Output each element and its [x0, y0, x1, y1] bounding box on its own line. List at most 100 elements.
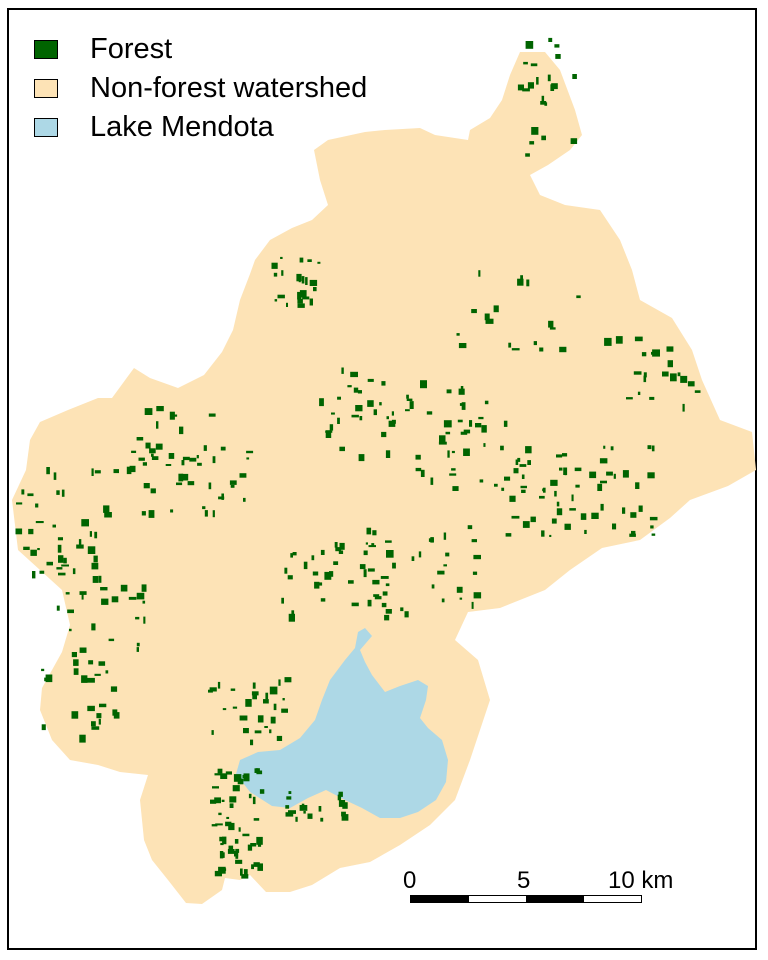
- forest-patch: [99, 703, 107, 708]
- forest-patch: [504, 476, 511, 481]
- forest-patch: [501, 487, 505, 491]
- forest-patch: [324, 571, 332, 580]
- forest-patch: [203, 445, 207, 451]
- forest-patch: [555, 54, 561, 59]
- forest-patch: [265, 692, 269, 700]
- forest-patch: [91, 721, 96, 727]
- forest-patch: [61, 489, 65, 497]
- forest-patch: [302, 296, 310, 300]
- forest-patch: [87, 677, 95, 683]
- forest-patch: [367, 599, 372, 607]
- forest-patch: [536, 77, 539, 85]
- forest-patch: [473, 592, 482, 599]
- forest-patch: [575, 484, 580, 488]
- forest-patch: [291, 610, 295, 616]
- forest-patch: [668, 361, 672, 366]
- forest-patch: [91, 726, 100, 730]
- forest-patch: [441, 598, 445, 603]
- forest-patch: [229, 480, 237, 485]
- forest-patch: [144, 408, 153, 415]
- forest-patch: [556, 508, 563, 516]
- forest-patch: [297, 303, 305, 308]
- forest-patch: [73, 668, 79, 675]
- forest-patch: [438, 441, 447, 445]
- forest-patch: [484, 313, 490, 321]
- legend-label-lake: Lake Mendota: [90, 111, 274, 143]
- forest-patch: [556, 501, 560, 507]
- forest-patch: [71, 711, 79, 719]
- forest-patch: [56, 605, 60, 611]
- forest-patch: [143, 616, 146, 624]
- forest-patch: [333, 561, 339, 565]
- forest-patch: [503, 420, 508, 427]
- forest-patch: [519, 464, 527, 467]
- forest-patch: [338, 550, 344, 554]
- forest-patch: [241, 874, 249, 879]
- forest-patch: [391, 411, 394, 416]
- forest-patch: [309, 279, 318, 286]
- forest-patch: [471, 309, 477, 314]
- forest-patch: [217, 768, 223, 774]
- forest-patch: [508, 342, 512, 348]
- forest-patch: [69, 628, 72, 632]
- forest-patch: [189, 457, 197, 462]
- forest-patch: [93, 555, 98, 563]
- forest-patch: [58, 555, 64, 563]
- forest-patch: [439, 435, 446, 443]
- forest-patch: [641, 352, 647, 357]
- forest-patch: [253, 818, 260, 821]
- forest-patch: [411, 556, 415, 561]
- forest-patch: [220, 842, 224, 846]
- forest-patch: [67, 609, 74, 614]
- forest-patch: [32, 571, 36, 579]
- forest-patch: [299, 805, 308, 811]
- forest-patch: [76, 544, 84, 549]
- forest-patch: [81, 593, 84, 600]
- legend-item-non-forest: Non-forest watershed: [34, 69, 367, 108]
- forest-patch: [406, 394, 409, 399]
- forest-patch: [643, 375, 647, 383]
- forest-patch: [30, 549, 37, 556]
- forest-patch: [136, 437, 144, 441]
- forest-patch: [520, 275, 523, 280]
- forest-patch: [494, 483, 498, 487]
- forest-patch: [335, 547, 342, 552]
- forest-patch: [46, 561, 53, 566]
- forest-patch: [572, 74, 577, 79]
- forest-patch: [367, 568, 375, 572]
- forest-patch: [168, 453, 175, 459]
- forest-patch: [637, 391, 641, 395]
- scale-label-0: 0: [403, 867, 417, 894]
- forest-patch: [286, 796, 292, 800]
- forest-patch: [303, 561, 308, 570]
- forest-patch: [338, 800, 346, 807]
- forest-patch: [523, 61, 528, 65]
- forest-patch: [41, 724, 46, 731]
- forest-patch: [626, 397, 633, 400]
- forest-patch: [437, 570, 445, 575]
- forest-patch: [288, 810, 296, 814]
- forest-patch: [105, 670, 109, 674]
- forest-patch: [460, 431, 468, 435]
- forest-patch: [257, 842, 262, 847]
- forest-patch: [264, 726, 268, 728]
- forest-patch: [449, 473, 457, 476]
- forest-patch: [288, 613, 295, 622]
- forest-patch: [72, 568, 76, 575]
- forest-patch: [550, 479, 558, 486]
- forest-patch: [35, 503, 39, 508]
- forest-patch: [541, 530, 545, 537]
- forest-patch: [94, 531, 98, 539]
- forest-patch: [630, 512, 637, 518]
- forest-patch: [252, 682, 256, 689]
- forest-patch: [254, 730, 262, 734]
- forest-patch: [87, 705, 95, 712]
- forest-patch: [108, 638, 115, 642]
- forest-patch: [311, 555, 315, 561]
- forest-patch: [599, 458, 608, 464]
- forest-patch: [44, 677, 47, 682]
- forest-patch: [312, 571, 319, 576]
- forest-patch: [78, 539, 82, 547]
- scale-bar: 0 5 10 km: [400, 866, 673, 910]
